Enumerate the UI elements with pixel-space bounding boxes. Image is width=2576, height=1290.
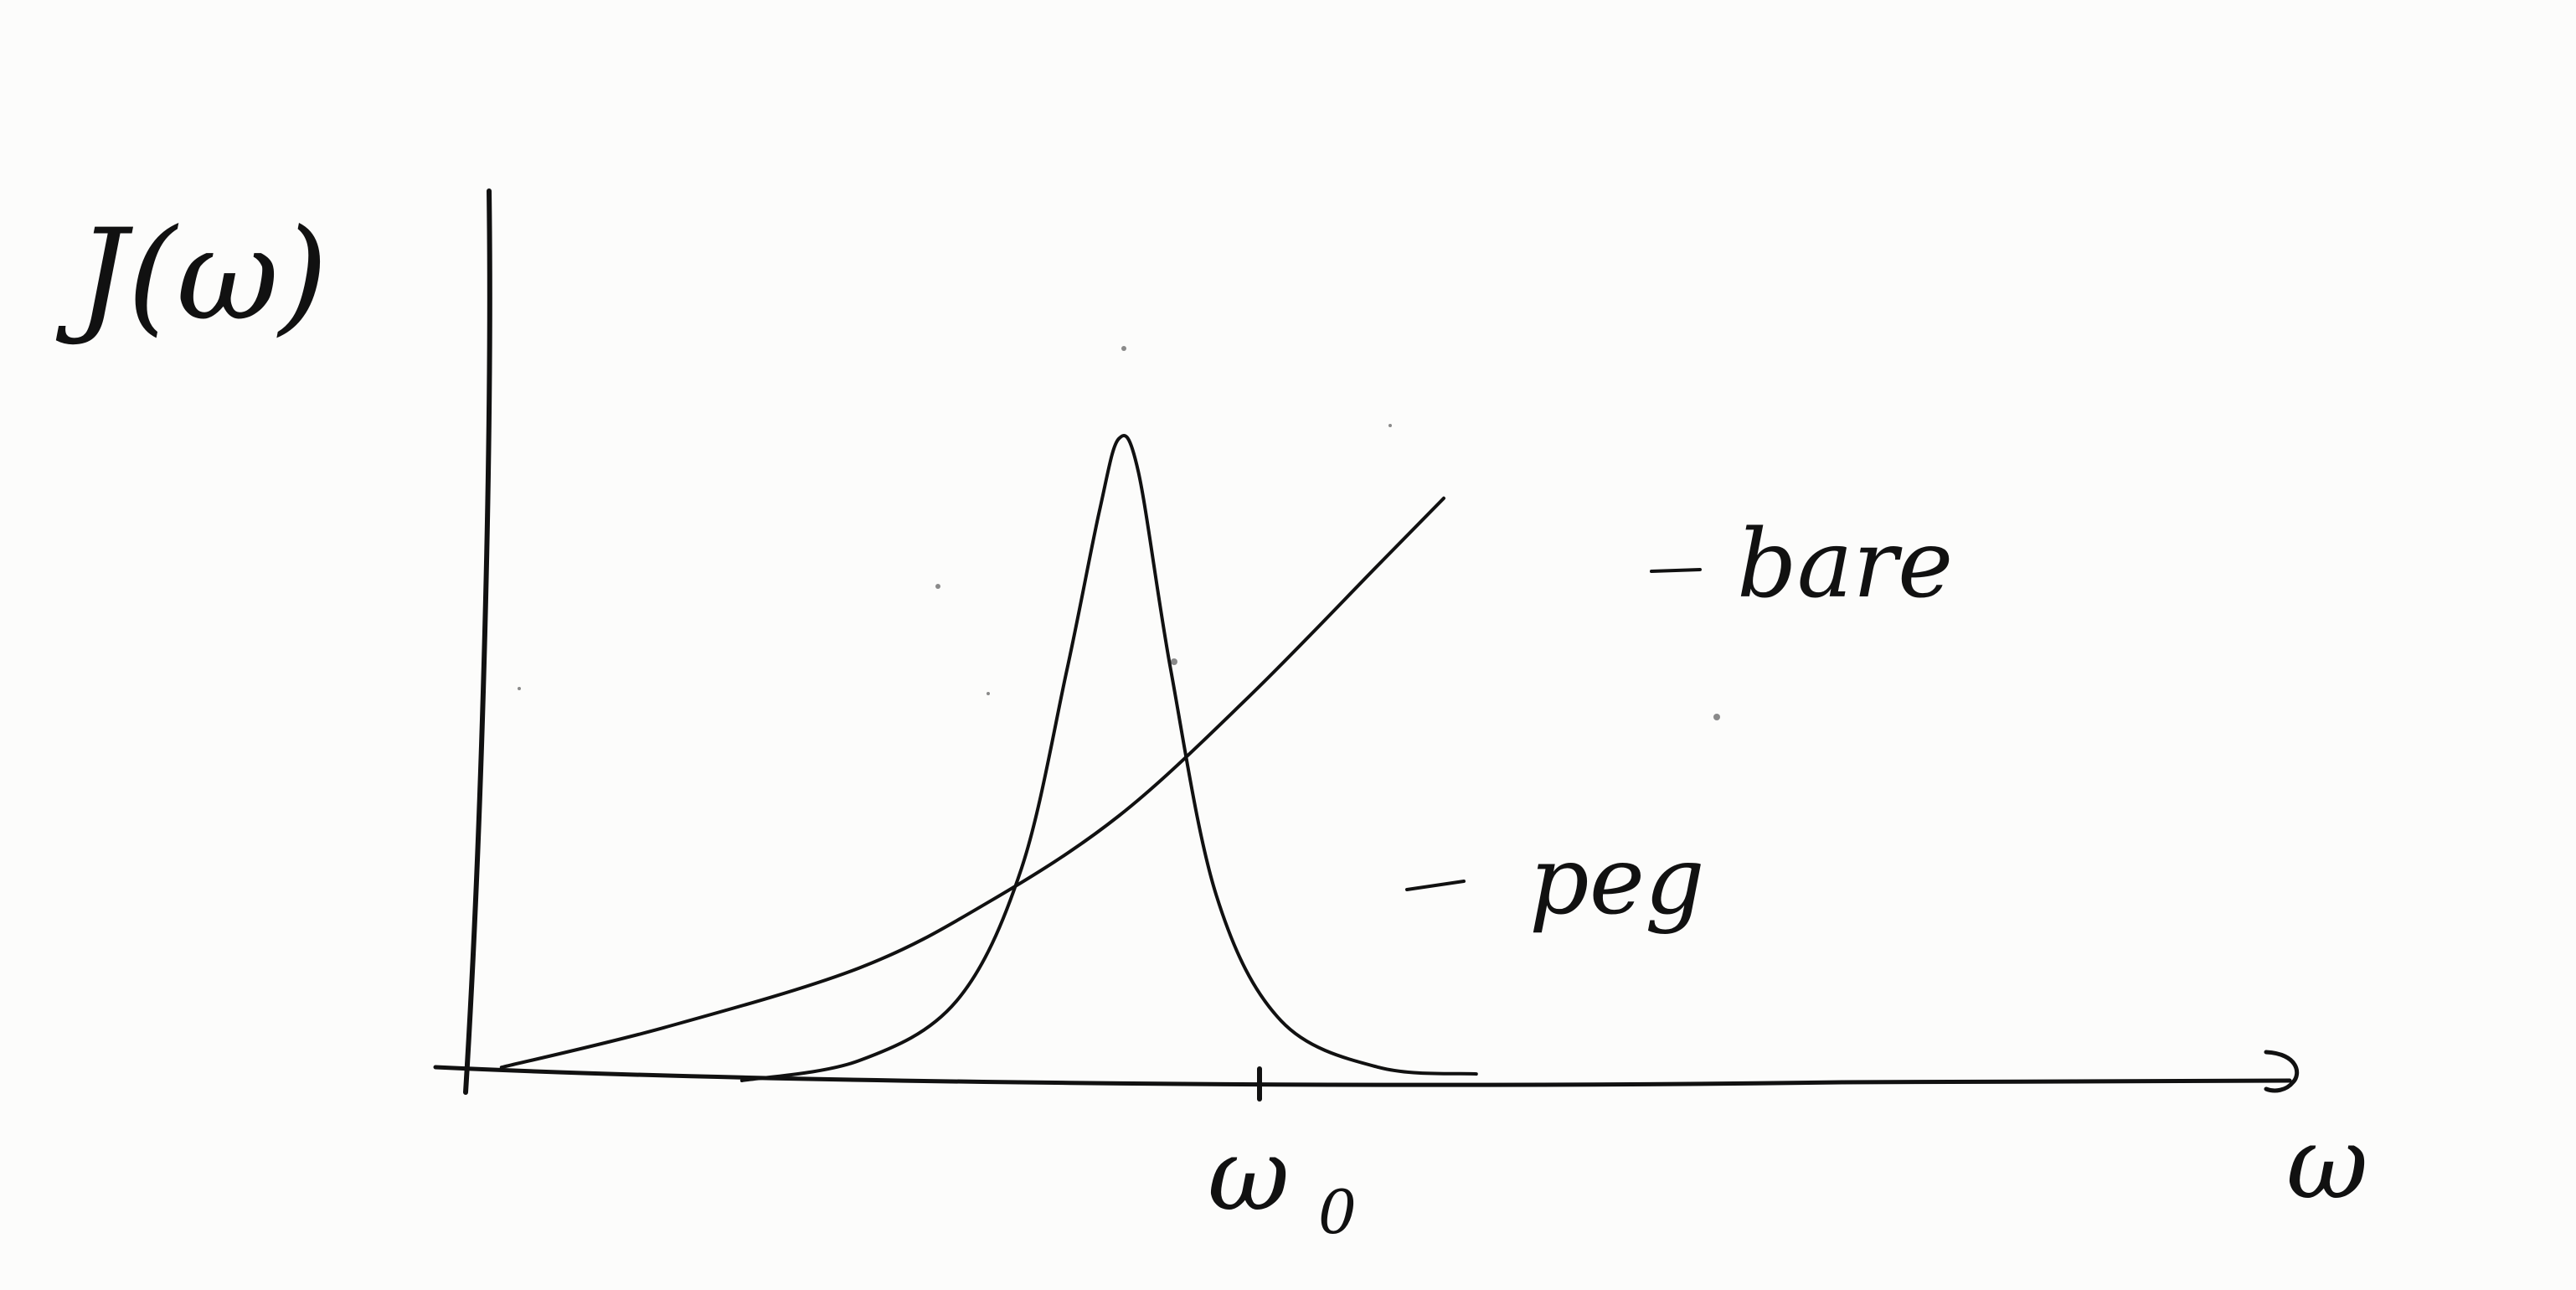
legend-label-bare: bare [1737,510,1953,619]
x-axis-label: ω [2286,1106,2368,1222]
legend-label-peg: peg [1529,827,1705,936]
y-axis [463,188,492,1095]
x-axis-arrowhead [2264,1050,2300,1093]
y-axis-label: J(ω) [55,203,328,348]
x-tick-label-subscript: 0 [1318,1177,1357,1247]
series-line-peg [739,434,1478,1082]
paper-specks [518,346,1720,720]
x-tick-label-omega0: ω 0 [1208,1117,1357,1247]
series-line-bare [499,496,1445,1070]
x-tick-label-main: ω [1208,1117,1290,1234]
legend-dash-peg [1405,880,1466,891]
x-axis [433,1065,2292,1087]
legend-dash-bare [1650,568,1702,573]
